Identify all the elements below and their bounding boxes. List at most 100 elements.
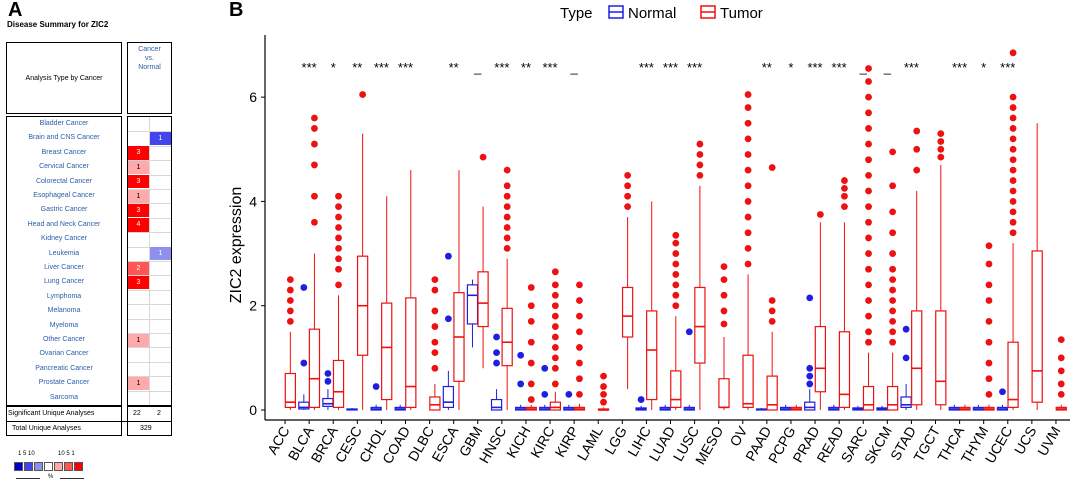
tumor-outlier [335, 265, 342, 273]
normal-box-group [779, 404, 792, 411]
overexpression-cell[interactable]: 2 [128, 261, 149, 275]
row-divider [128, 160, 171, 162]
tumor-box [381, 302, 393, 401]
cancer-type-link[interactable]: Cervical Cancer [39, 163, 89, 171]
overexpression-cell[interactable]: 3 [128, 146, 149, 160]
cancer-type-link[interactable]: Lung Cancer [43, 278, 85, 286]
tumor-outlier [286, 276, 294, 284]
row-divider [128, 261, 171, 262]
row-divider [128, 189, 171, 190]
tumor-outlier [865, 281, 872, 289]
tumor-outlier [551, 323, 559, 330]
tumor-box-group [646, 201, 658, 410]
overexpression-cell[interactable]: 4 [128, 218, 149, 232]
tumor-outlier [889, 286, 897, 294]
tumor-outlier [600, 383, 607, 390]
cancer-type-link[interactable]: Lymphoma [46, 292, 82, 300]
cancer-type-link[interactable]: Breast Cancer [41, 148, 87, 156]
overexpression-cell[interactable]: 1 [128, 189, 149, 203]
legend-swatch [54, 462, 63, 471]
normal-outlier [493, 333, 500, 341]
tumor-outlier [576, 281, 583, 289]
cancer-type-link[interactable]: Head and Neck Cancer [27, 220, 101, 228]
overexpression-cell[interactable]: 3 [128, 203, 149, 218]
normal-outlier [444, 315, 452, 323]
tumor-box [670, 370, 682, 408]
tumor-outlier [503, 166, 511, 174]
overexpression-cell[interactable]: 3 [128, 275, 149, 290]
tumor-outlier [286, 317, 294, 325]
tumor-outlier [696, 161, 704, 169]
row-divider [128, 275, 171, 277]
boxplot-chart: Type Normal Tumor ZIC2 expression 0246AC… [228, 5, 1070, 467]
normal-outlier [565, 390, 573, 398]
cancer-type-link[interactable]: Myeloma [49, 321, 79, 329]
cancer-type-link[interactable]: Leukemia [48, 249, 80, 257]
tumor-outlier [744, 182, 752, 190]
tumor-box [742, 354, 754, 408]
significance-label: *** [542, 60, 557, 75]
tumor-outlier [1009, 145, 1017, 153]
tumor-outlier [937, 138, 945, 145]
cancer-type-link[interactable]: Esophageal Cancer [33, 192, 95, 199]
tumor-outlier [768, 164, 776, 171]
tumor-outlier [913, 166, 921, 174]
legend-arrow-left [16, 478, 40, 479]
cancer-type-link[interactable]: Pancreatic Cancer [35, 364, 93, 372]
tumor-box [718, 378, 730, 408]
tumor-box [1031, 250, 1043, 403]
overexpression-cell[interactable]: 1 [128, 160, 149, 175]
underexpression-cell[interactable]: 1 [150, 247, 171, 261]
cancer-type-link[interactable]: Other Cancer [42, 336, 86, 343]
cancer-type-link[interactable]: Colorectal Cancer [35, 177, 93, 185]
cancer-type-link[interactable]: Brain and CNS Cancer [28, 134, 100, 142]
tumor-outlier [865, 171, 872, 179]
cancer-type-link[interactable]: Ovarian Cancer [39, 350, 89, 358]
tumor-box-group [718, 263, 730, 410]
tumor-outlier [720, 320, 728, 328]
underexpression-cell[interactable]: 1 [150, 131, 171, 146]
tumor-outlier [1009, 125, 1017, 132]
tumor-outlier [503, 192, 511, 200]
normal-outlier [685, 328, 693, 336]
significance-label: * [788, 60, 793, 75]
normal-box-group [370, 383, 382, 411]
overexpression-cell[interactable]: 1 [128, 333, 149, 347]
cancer-type-link[interactable]: Kidney Cancer [41, 235, 87, 243]
overexpression-cell[interactable]: 1 [128, 376, 149, 391]
cancer-type-link[interactable]: Prostate Cancer [38, 379, 90, 387]
tumor-outlier [431, 286, 439, 294]
tumor-outlier [744, 91, 752, 98]
cancer-type-link[interactable]: Gastric Cancer [40, 206, 88, 214]
analysis-type-header: Analysis Type by Cancer [6, 42, 122, 114]
tumor-outlier [335, 213, 342, 221]
tumor-box [332, 359, 345, 408]
chart-legend: Type Normal Tumor [560, 5, 763, 22]
tumor-outlier [624, 171, 632, 179]
tumor-outlier [503, 234, 511, 242]
tumor-outlier [576, 312, 583, 320]
tumor-outlier [527, 338, 535, 346]
tumor-outlier [865, 250, 872, 257]
tumor-outlier [841, 177, 848, 184]
tumor-outlier [503, 203, 511, 211]
significance-label: *** [952, 60, 967, 75]
tumor-outlier [889, 317, 897, 325]
normal-box-group [900, 325, 912, 410]
normal-outlier [541, 390, 549, 398]
tumor-outlier [1009, 208, 1017, 216]
cancer-type-link[interactable]: Melanoma [47, 307, 81, 315]
cancer-type-link[interactable]: Bladder Cancer [39, 120, 89, 127]
cancer-type-link[interactable]: Liver Cancer [44, 264, 84, 271]
tumor-outlier [744, 166, 752, 174]
analysis-type-header-label: Analysis Type by Cancer [25, 74, 103, 82]
cancer-vs-normal-label[interactable]: Cancer vs. Normal [138, 46, 161, 71]
tumor-outlier [865, 218, 872, 226]
tumor-outlier [600, 390, 607, 398]
significance-label: *** [832, 60, 847, 75]
overexpression-cell[interactable]: 3 [128, 175, 149, 189]
tumor-outlier [913, 127, 921, 135]
significance-label: ** [762, 60, 772, 75]
cancer-type-link[interactable]: Sarcoma [49, 393, 78, 401]
tumor-outlier [841, 192, 848, 200]
